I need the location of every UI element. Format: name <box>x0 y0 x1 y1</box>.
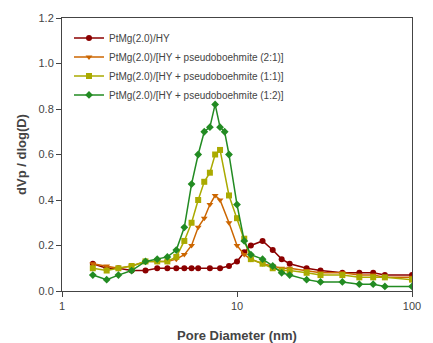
svg-text:0.8: 0.8 <box>39 103 54 115</box>
svg-text:0.4: 0.4 <box>39 194 54 206</box>
svg-text:10: 10 <box>231 300 243 312</box>
svg-text:0.6: 0.6 <box>39 148 54 160</box>
svg-text:PtMg(2.0)/[HY + pseudoboehmite: PtMg(2.0)/[HY + pseudoboehmite (1:1)] <box>109 71 284 82</box>
svg-text:PtMg(2.0)/[HY + pseudoboehmite: PtMg(2.0)/[HY + pseudoboehmite (1:2)] <box>109 90 284 101</box>
svg-text:1.0: 1.0 <box>39 57 54 69</box>
svg-text:1: 1 <box>59 300 65 312</box>
svg-text:dVp / dlog(D): dVp / dlog(D) <box>14 114 29 195</box>
svg-text:1.2: 1.2 <box>39 12 54 24</box>
svg-text:100: 100 <box>403 300 421 312</box>
svg-text:0.2: 0.2 <box>39 239 54 251</box>
svg-text:PtMg(2.0)/HY: PtMg(2.0)/HY <box>109 33 170 44</box>
svg-text:0.0: 0.0 <box>39 285 54 297</box>
svg-text:Pore Diameter (nm): Pore Diameter (nm) <box>177 328 297 343</box>
svg-text:PtMg(2.0)/[HY + pseudoboehmite: PtMg(2.0)/[HY + pseudoboehmite (2:1)] <box>109 52 284 63</box>
